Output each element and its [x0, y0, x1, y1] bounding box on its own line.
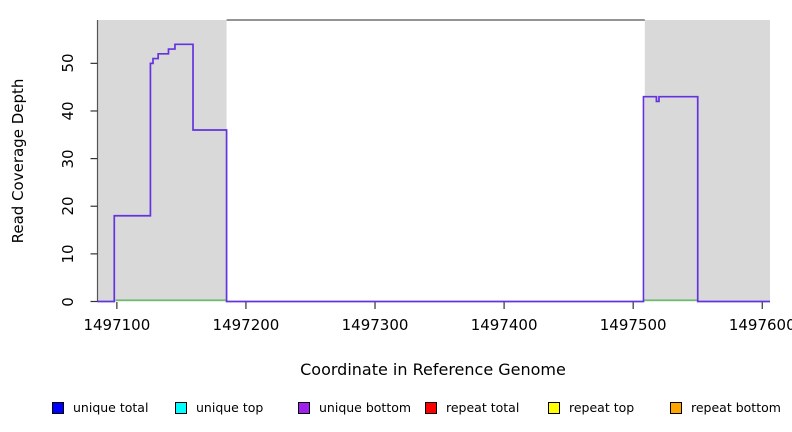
x-tick-label: 1497500 — [599, 316, 667, 334]
y-tick-label: 10 — [59, 244, 77, 264]
y-tick-label: 50 — [59, 53, 77, 73]
y-tick-label: 30 — [59, 149, 77, 169]
y-tick-label: 20 — [59, 196, 77, 216]
legend: unique total unique top unique bottom repea… — [0, 399, 792, 419]
legend-swatch-icon — [52, 402, 64, 414]
legend-label: unique bottom — [319, 400, 412, 415]
y-tick-label: 0 — [59, 296, 77, 307]
legend-label: unique top — [196, 400, 264, 415]
x-tick-label: 1497600 — [728, 316, 792, 334]
x-axis-title: Coordinate in Reference Genome — [300, 360, 566, 379]
x-tick-label: 1497200 — [212, 316, 280, 334]
legend-swatch-icon — [175, 402, 187, 414]
legend-swatch-icon — [670, 402, 682, 414]
highlight-region — [644, 20, 770, 302]
legend-swatch-icon — [548, 402, 560, 414]
x-tick-label: 1497400 — [470, 316, 538, 334]
legend-label: repeat top — [569, 400, 635, 415]
x-tick-label: 1497300 — [341, 316, 409, 334]
y-axis-title: Read Coverage Depth — [9, 78, 27, 244]
legend-swatch-icon — [298, 402, 310, 414]
highlight-region — [97, 20, 227, 302]
legend-label: unique total — [73, 400, 149, 415]
legend-item-repeat-top: repeat top — [548, 399, 634, 417]
y-tick-label: 40 — [59, 101, 77, 121]
legend-item-repeat-bottom: repeat bottom — [670, 399, 781, 417]
x-tick-label: 1497100 — [83, 316, 151, 334]
legend-item-repeat-total: repeat total — [425, 399, 519, 417]
legend-item-unique-top: unique top — [175, 399, 263, 417]
legend-label: repeat bottom — [691, 400, 781, 415]
legend-item-unique-total: unique total — [52, 399, 148, 417]
legend-label: repeat total — [446, 400, 520, 415]
legend-item-unique-bottom: unique bottom — [298, 399, 411, 417]
coverage-step-line — [97, 43, 770, 303]
legend-swatch-icon — [425, 402, 437, 414]
